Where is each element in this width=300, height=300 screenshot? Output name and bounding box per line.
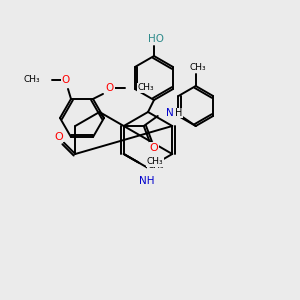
Text: O: O [149,143,158,153]
Text: CH₃: CH₃ [147,161,164,170]
Text: CH₃: CH₃ [23,75,40,84]
Text: CH₃: CH₃ [147,158,164,166]
Text: HO: HO [148,34,164,44]
Text: CH₃: CH₃ [189,62,206,71]
Text: CH₃: CH₃ [137,83,154,92]
Text: NH: NH [139,176,155,186]
Text: N: N [166,108,173,118]
Text: H: H [175,108,182,118]
Text: O: O [55,132,63,142]
Text: O: O [106,83,114,93]
Text: O: O [62,75,70,85]
